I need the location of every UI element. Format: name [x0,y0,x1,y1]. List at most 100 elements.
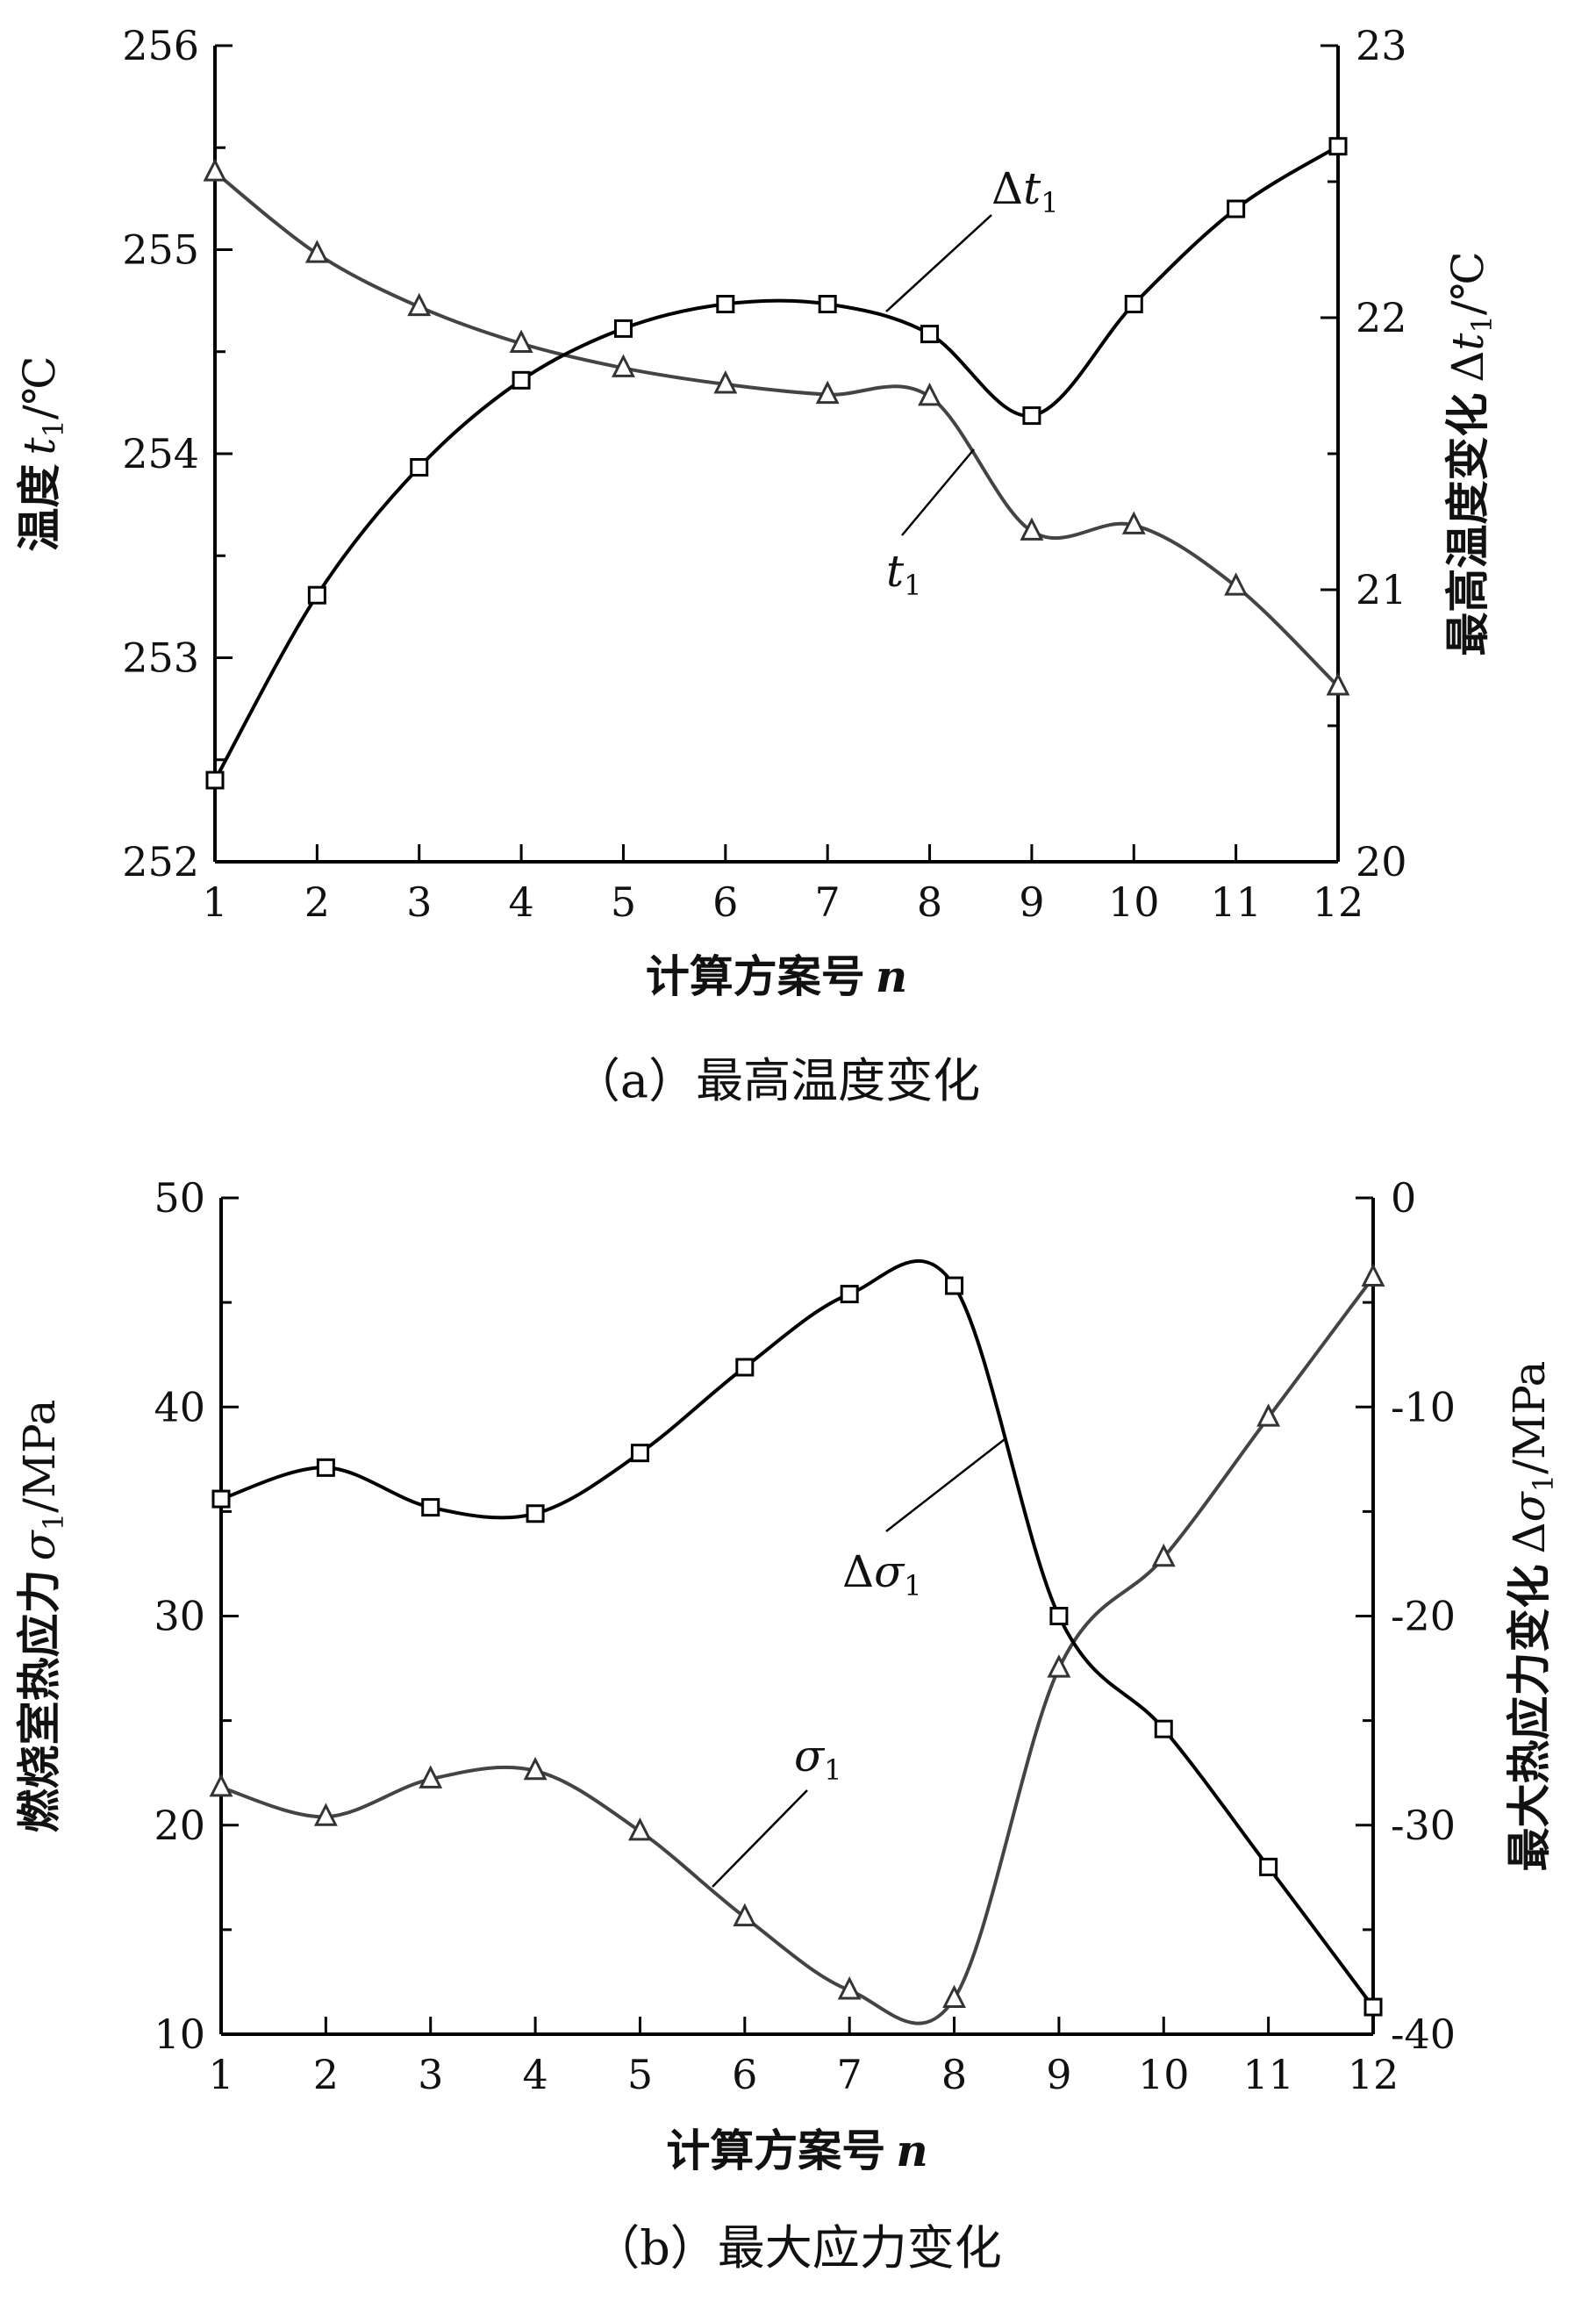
triangle-marker [1326,672,1350,696]
series-line-delta [213,144,1340,781]
series-label-sub: 1 [824,1753,841,1787]
x-tick-label: 8 [941,2051,967,2098]
x-tick-label: 1 [208,2051,233,2098]
square-marker [205,771,225,790]
square-marker [1363,1997,1383,2017]
x-axis-title: 计算方案号 n [666,2125,927,2176]
left-y-tick-label: 20 [154,1802,205,1849]
left-y-title-unit: /℃ [14,355,65,419]
chart-panel-b: 1 2 3 4 5 6 7 8 9 10 11 121020304050-40-30-20-100σ1… [13,1174,1560,2276]
x-tick-label: 4 [508,878,533,926]
triangle-marker [918,382,941,406]
left-y-title-sub: 1 [37,1513,70,1530]
panel-caption: （b）最大应力变化 [592,2220,1002,2276]
right-y-tick-label: 0 [1391,1174,1416,1222]
square-marker [1022,406,1041,426]
series-label-sub: 1 [904,569,921,602]
triangle-marker [837,1976,862,2000]
x-tick-label: 10 [1108,878,1160,926]
right-y-tick-label: -40 [1391,2011,1456,2058]
triangle-marker [1256,1403,1281,1427]
series-label: σ1 [794,1731,842,1787]
x-tick-label: 8 [917,878,942,926]
right-y-tick-label: -10 [1391,1383,1456,1430]
square-marker [945,1276,964,1295]
left-y-tick-label: 50 [154,1174,205,1222]
right-y-tick-label: 23 [1356,22,1407,69]
x-tick-label: 10 [1138,2051,1190,2098]
triangle-marker [628,1817,652,1841]
x-tick-label: 5 [611,878,636,926]
square-marker [512,370,531,390]
x-tick-label: 1 [202,878,227,926]
right-y-title-sub: 1 [1527,1474,1560,1492]
x-axis-title-var: n [876,950,907,1002]
triangle-marker [733,1903,757,1927]
square-marker [1124,295,1143,313]
right-y-title-var: σ [1504,1490,1555,1522]
x-axis-title-text: 计算方案号 [646,950,865,1002]
square-marker [211,1489,231,1509]
square-marker [421,1498,440,1517]
leader-line [901,448,975,536]
series-label-var: t [1023,163,1041,214]
x-axis-title-var: n [896,2125,927,2176]
x-tick-label: 4 [522,2051,548,2098]
triangle-marker [1121,511,1146,534]
x-axis-title-text: 计算方案号 [666,2125,885,2176]
series-label-delta: Δ [991,163,1023,214]
x-tick-label: 9 [1019,878,1044,926]
right-y-tick-label: -30 [1391,1802,1456,1849]
square-marker [1049,1607,1069,1625]
left-y-title-var: σ [14,1529,65,1560]
right-y-title-unit: /℃ [1442,251,1493,315]
series-label-sub: 1 [1041,186,1058,219]
right-y-axis-title: 最大热应力变化 Δσ1/MPa [1503,1361,1560,1872]
triangle-marker [304,240,329,263]
triangle-marker [713,370,738,394]
x-tick-label: 6 [712,878,738,926]
x-tick-label: 3 [406,878,432,926]
left-y-title-text: 燃烧室热应力 [13,1569,65,1832]
left-y-tick-label: 30 [154,1593,205,1640]
right-y-title-delta: Δ [1504,1522,1555,1553]
square-marker [716,295,735,313]
left-y-tick-label: 40 [154,1383,205,1430]
left-y-tick-label: 254 [122,430,199,477]
square-marker [613,319,633,338]
right-y-title-delta: Δ [1442,351,1493,383]
right-y-axis-title: 最高温度变化 Δt1/℃ [1442,251,1499,656]
right-y-tick-label: 20 [1356,838,1407,885]
left-y-tick-label: 252 [122,838,199,885]
leader-line [885,1438,1006,1532]
square-marker [526,1504,545,1523]
triangle-marker [523,1756,548,1781]
right-y-title-sub: 1 [1465,315,1499,333]
left-y-axis-title: 温度 t1/℃ [13,355,70,551]
square-marker [630,1444,649,1463]
triangle-marker [1047,1654,1071,1678]
triangle-marker [612,354,635,377]
right-y-title-unit: /MPa [1504,1361,1555,1474]
triangle-marker [313,1803,338,1826]
x-tick-label: 7 [837,2051,862,2098]
series-line-delta [220,1258,1375,2009]
triangle-marker [419,1765,443,1788]
series-label-sub: 1 [904,1569,921,1602]
square-marker [920,325,940,344]
left-y-title-var: t [14,437,65,455]
x-tick-label: 5 [627,2051,653,2098]
right-y-tick-label: -20 [1391,1593,1456,1640]
triangle-marker [942,1984,966,2008]
series-label-var: t [886,546,905,597]
x-tick-label: 12 [1348,2051,1399,2098]
triangle-marker [1151,1543,1176,1567]
left-y-title-unit: /MPa [14,1400,65,1513]
series-line-primary [220,1276,1375,2025]
triangle-marker [1020,517,1044,541]
square-marker [1154,1719,1173,1738]
series-label-var: σ [874,1546,905,1597]
square-marker [316,1458,335,1477]
left-y-tick-label: 253 [122,634,199,682]
right-y-title-text: 最高温度变化 [1442,393,1493,656]
